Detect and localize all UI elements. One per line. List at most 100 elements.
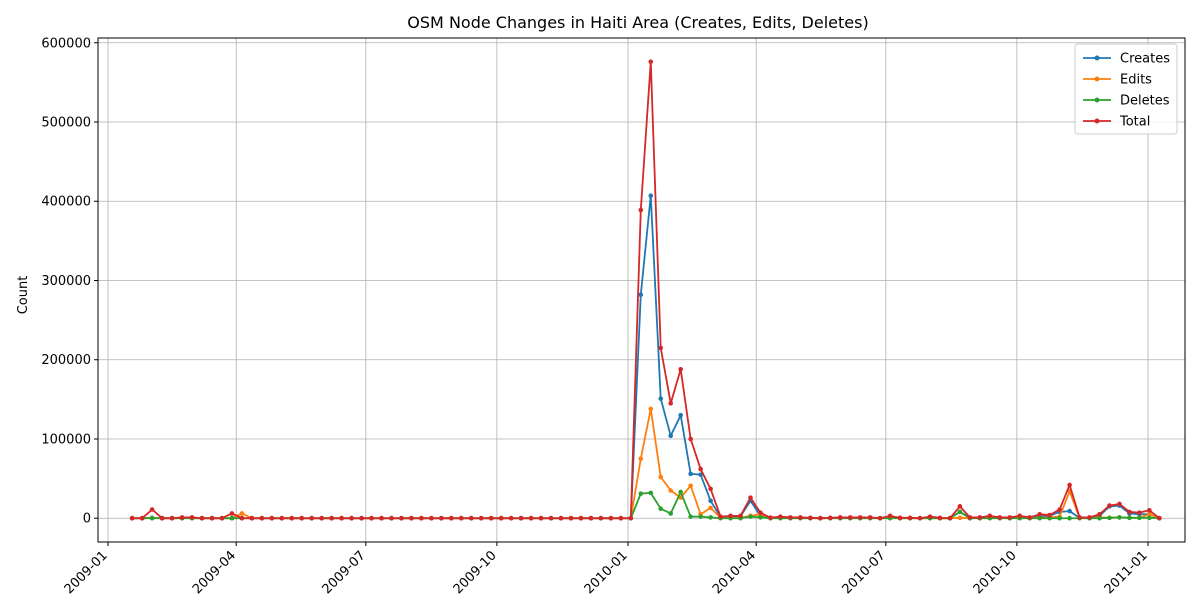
legend-swatch-marker <box>1094 76 1100 82</box>
data-point <box>1037 515 1042 521</box>
data-point <box>319 515 324 521</box>
data-point <box>658 506 664 512</box>
data-point <box>987 513 993 519</box>
data-point <box>967 515 973 520</box>
data-point <box>1007 515 1013 520</box>
data-point <box>1057 507 1062 512</box>
data-point <box>1017 513 1023 519</box>
data-point <box>458 515 464 521</box>
data-point <box>468 515 474 521</box>
data-point <box>449 515 454 521</box>
data-point <box>1077 515 1082 520</box>
data-point <box>837 515 843 520</box>
data-point <box>249 515 255 521</box>
data-point <box>688 514 693 519</box>
legend-swatch-marker <box>1094 55 1100 61</box>
data-point <box>748 495 753 500</box>
data-point <box>289 515 295 521</box>
chart-title: OSM Node Changes in Haiti Area (Creates,… <box>407 13 868 32</box>
data-point <box>817 515 823 521</box>
legend: Creates Edits Deletes Total <box>1074 43 1178 135</box>
data-point <box>668 433 674 439</box>
data-point <box>638 207 644 213</box>
data-point <box>1147 515 1152 521</box>
data-point <box>359 515 364 521</box>
data-point <box>1137 515 1142 521</box>
data-point <box>1157 515 1162 521</box>
data-point <box>698 466 703 472</box>
data-point <box>957 509 963 515</box>
data-point <box>678 366 683 372</box>
data-point <box>887 513 893 519</box>
data-point <box>698 514 703 519</box>
data-point <box>708 498 713 504</box>
data-point <box>598 515 604 521</box>
data-point <box>648 406 654 412</box>
data-point <box>588 515 594 521</box>
data-point <box>429 515 434 521</box>
data-point <box>548 515 554 521</box>
data-point <box>478 515 484 521</box>
data-point <box>349 515 354 521</box>
data-point <box>668 488 674 493</box>
data-point <box>1057 515 1062 521</box>
data-point <box>638 292 644 298</box>
y-tick-label: 300000 <box>41 274 91 289</box>
data-point <box>658 396 664 401</box>
data-point <box>708 486 713 492</box>
data-point <box>508 515 514 521</box>
data-point <box>977 515 983 520</box>
data-point <box>688 483 693 489</box>
data-point <box>738 513 743 519</box>
data-point <box>488 515 494 521</box>
data-point <box>708 515 713 520</box>
legend-item-total: Total <box>1083 115 1150 130</box>
data-point <box>1047 512 1052 518</box>
data-point <box>897 515 903 521</box>
data-point <box>578 515 584 521</box>
data-point <box>1137 510 1142 515</box>
data-point <box>409 515 414 521</box>
data-point <box>159 515 165 521</box>
data-point <box>1127 509 1132 515</box>
data-point <box>219 515 225 521</box>
data-point <box>1067 515 1072 521</box>
data-point <box>628 515 634 521</box>
data-point <box>957 515 963 521</box>
data-point <box>638 491 644 496</box>
data-point <box>339 515 344 521</box>
data-point <box>129 515 135 521</box>
data-point <box>528 515 534 521</box>
y-tick-label: 0 <box>83 512 91 527</box>
data-point <box>708 505 713 511</box>
data-point <box>379 515 384 521</box>
data-point <box>808 515 813 521</box>
data-point <box>1047 515 1052 521</box>
legend-item-deletes: Deletes <box>1083 94 1170 109</box>
data-point <box>758 510 763 515</box>
legend-box <box>1074 43 1178 135</box>
data-point <box>778 514 783 519</box>
legend-label: Deletes <box>1120 94 1170 109</box>
data-point <box>748 514 753 519</box>
data-point <box>877 515 883 521</box>
data-point <box>1127 515 1132 521</box>
data-point <box>1107 503 1112 508</box>
data-point <box>768 515 773 520</box>
data-point <box>648 59 654 65</box>
series-total <box>129 59 1162 521</box>
data-point <box>239 515 245 521</box>
data-point <box>439 515 444 521</box>
data-point <box>149 515 155 521</box>
data-point <box>927 514 933 519</box>
data-point <box>538 515 544 521</box>
data-point <box>1147 511 1152 517</box>
data-point <box>239 511 245 516</box>
data-point <box>827 515 833 521</box>
data-point <box>299 515 305 521</box>
data-point <box>329 515 334 521</box>
data-point <box>389 515 394 521</box>
data-point <box>139 515 145 521</box>
